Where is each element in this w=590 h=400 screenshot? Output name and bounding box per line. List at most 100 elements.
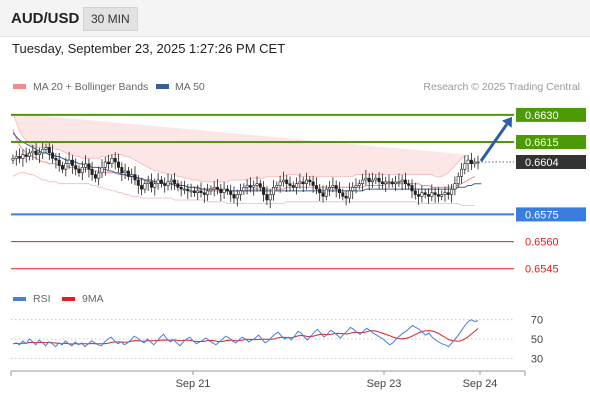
candle-body	[374, 177, 378, 181]
candle-body	[328, 187, 332, 190]
candle-body	[100, 167, 104, 174]
candle-body	[24, 154, 28, 157]
resistance-level-label: 0.6630	[525, 110, 559, 122]
candle-body	[166, 181, 170, 186]
candle-body	[206, 190, 210, 195]
candle-body	[21, 154, 25, 159]
candle-body	[37, 152, 41, 155]
candle-body	[377, 177, 381, 183]
candle-body	[426, 194, 430, 197]
candle-body	[77, 168, 81, 174]
forecast-arrow-head	[501, 116, 512, 128]
candle-body	[47, 147, 51, 154]
candle-body	[176, 183, 180, 188]
candle-body	[291, 185, 295, 188]
rsi-line	[12, 319, 479, 348]
candle-body	[268, 194, 272, 201]
candle-body	[420, 192, 424, 197]
candle-body	[298, 181, 302, 184]
candle-body	[219, 188, 223, 194]
candle-body	[143, 183, 147, 190]
ma50-legend-swatch	[156, 84, 169, 89]
last-price-tag	[516, 155, 586, 169]
candle-body	[54, 158, 58, 161]
candle-body	[242, 187, 246, 192]
candle-body	[324, 188, 328, 197]
candle-body	[463, 163, 467, 170]
candle-body	[97, 172, 101, 179]
bollinger-lower-line	[12, 172, 475, 206]
candle-body	[216, 187, 220, 190]
candle-body	[403, 179, 407, 184]
candle-body	[84, 163, 88, 168]
chart-header: AUD/USD 30 MIN	[0, 0, 590, 37]
candle-body	[90, 168, 94, 175]
ma50-legend-label: MA 50	[175, 81, 205, 93]
resistance-level-tag	[516, 107, 586, 122]
candle-body	[443, 192, 447, 195]
candle-body	[308, 179, 312, 183]
candle-body	[331, 185, 335, 188]
forecast-arrow-shaft	[479, 123, 509, 162]
candle-body	[133, 174, 137, 181]
candle-body	[473, 161, 477, 165]
rsi-legend-label: RSI	[33, 293, 51, 305]
candle-body	[41, 149, 45, 154]
symbol-title: AUD/USD	[11, 10, 80, 27]
x-axis-label: Sep 21	[176, 378, 211, 390]
ma9-legend-swatch	[62, 297, 75, 301]
candle-body	[11, 158, 15, 161]
rsi-plot: 70 50 30	[11, 315, 543, 365]
candle-body	[397, 181, 401, 184]
candle-body	[341, 192, 345, 197]
candle-body	[153, 183, 157, 188]
candle-body	[126, 170, 130, 177]
candle-body	[209, 188, 213, 192]
candle-body	[130, 174, 134, 177]
candle-body	[390, 181, 394, 184]
candle-body	[18, 156, 22, 159]
ma9-legend-label: 9MA	[82, 293, 104, 305]
candle-body	[150, 181, 154, 188]
candle-body	[87, 163, 91, 170]
candle-body	[93, 174, 97, 179]
candle-body	[14, 156, 18, 159]
candle-body	[74, 165, 78, 170]
bollinger-upper-line	[12, 112, 469, 183]
resistance-level-tag	[516, 135, 586, 149]
candle-body	[285, 179, 289, 184]
candle-body	[229, 190, 233, 195]
x-axis-label: Sep 24	[463, 378, 498, 390]
candle-body	[248, 185, 252, 188]
candle-body	[60, 165, 64, 170]
candle-body	[34, 150, 38, 156]
candle-body	[318, 188, 322, 194]
candle-body	[225, 188, 229, 192]
candle-body	[271, 187, 275, 195]
candle-body	[334, 185, 338, 190]
candle-body	[380, 181, 384, 184]
timestamp: Tuesday, September 23, 2025 1:27:26 PM C…	[12, 41, 286, 56]
timeframe-button[interactable]: 30 MIN	[83, 7, 138, 31]
candle-body	[370, 179, 374, 183]
candle-body	[364, 177, 368, 181]
candle-body	[107, 161, 111, 165]
candle-body	[31, 150, 35, 154]
candle-body	[57, 159, 61, 166]
x-axis-label: Sep 23	[367, 378, 402, 390]
last-price-label: 0.6604	[525, 157, 559, 169]
candle-body	[117, 161, 121, 168]
candle-body	[140, 185, 144, 190]
candle-body	[288, 183, 292, 186]
candle-body	[232, 194, 236, 199]
candle-body	[440, 194, 444, 197]
candle-body	[202, 192, 206, 195]
candle-body	[446, 192, 450, 195]
price-plot: 0.6630 0.6615 0.6604 0.6575 0.6560 0.6545	[11, 107, 586, 276]
candle-body	[466, 159, 470, 165]
candle-body	[314, 185, 318, 190]
candle-body	[222, 188, 226, 194]
rsi-tick-label: 30	[531, 353, 543, 365]
candle-body	[70, 159, 74, 166]
